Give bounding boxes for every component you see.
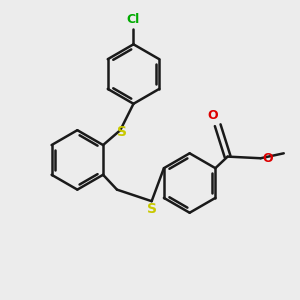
Text: S: S — [147, 202, 157, 216]
Text: O: O — [262, 152, 273, 165]
Text: Cl: Cl — [127, 13, 140, 26]
Text: O: O — [207, 109, 218, 122]
Text: S: S — [117, 125, 127, 139]
